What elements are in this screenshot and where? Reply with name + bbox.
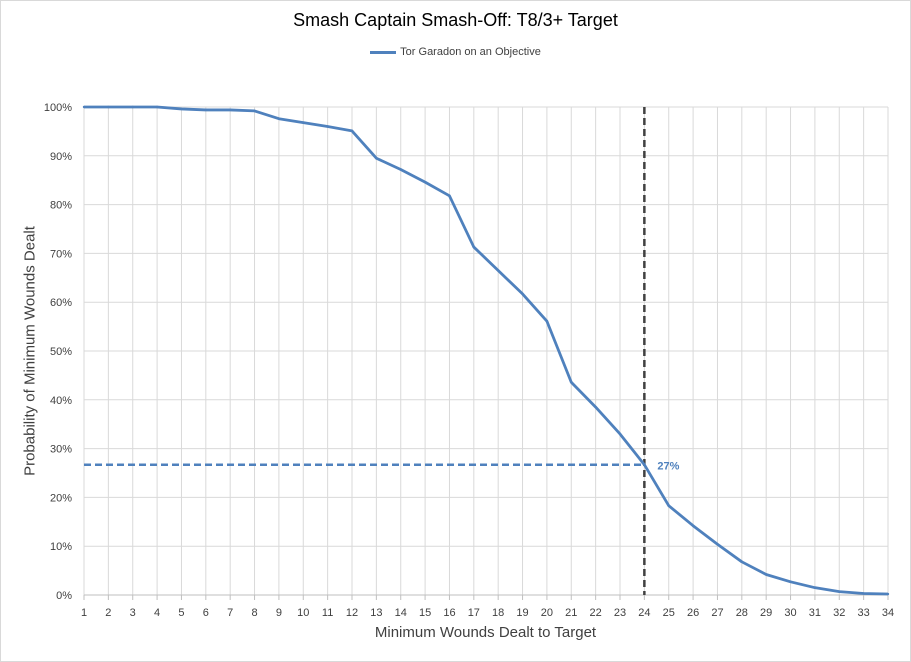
series-point <box>838 590 841 593</box>
x-tick-label: 20 <box>541 607 553 619</box>
x-tick-label: 15 <box>419 607 431 619</box>
series-line <box>84 105 889 596</box>
x-tick-label: 6 <box>203 607 209 619</box>
y-axis-label: Probability of Minimum Wounds Dealt <box>21 226 39 476</box>
series-point <box>764 573 768 576</box>
x-tick-label: 3 <box>130 607 136 619</box>
x-tick-label: 7 <box>227 607 233 619</box>
series-point <box>423 180 427 184</box>
y-tick-label: 20% <box>50 492 72 504</box>
y-tick-label: 0% <box>56 590 72 602</box>
series-point <box>740 560 744 564</box>
series-point <box>302 121 305 124</box>
series-point <box>643 463 646 466</box>
series-point <box>82 105 86 109</box>
series-point <box>448 194 451 198</box>
series-point <box>862 592 865 595</box>
series-point <box>716 543 719 546</box>
x-tick-label: 28 <box>736 607 748 619</box>
legend-label: Tor Garadon on an Objective <box>400 46 541 58</box>
x-tick-label: 16 <box>443 607 455 619</box>
series-point <box>253 109 256 113</box>
series-point <box>326 125 329 128</box>
y-tick-label: 30% <box>50 444 72 456</box>
x-tick-label: 22 <box>590 607 602 619</box>
x-tick-label: 11 <box>322 607 333 619</box>
x-tick-label: 25 <box>663 607 675 619</box>
series-point <box>545 320 549 323</box>
x-axis-label: Minimum Wounds Dealt to Target <box>374 624 597 641</box>
x-tick-label: 9 <box>276 607 282 619</box>
x-tick-label: 5 <box>178 607 184 619</box>
series-point <box>521 292 524 296</box>
x-tick-label: 24 <box>638 607 650 619</box>
series-point <box>813 586 817 589</box>
x-tick-label: 2 <box>105 607 111 619</box>
series-point <box>691 524 695 527</box>
chart-title: Smash Captain Smash-Off: T8/3+ Target <box>293 10 618 30</box>
series-point <box>667 504 670 507</box>
x-tick-label: 8 <box>251 607 257 619</box>
series-point <box>570 381 573 384</box>
x-tick-label: 26 <box>687 607 699 619</box>
reference-annotation: 27% <box>657 461 679 473</box>
x-tick-label: 14 <box>395 607 407 619</box>
series-point <box>594 405 597 409</box>
series-point <box>472 245 476 249</box>
y-tick-label: 100% <box>44 102 72 114</box>
series-point <box>375 157 378 160</box>
x-tick-label: 33 <box>858 607 870 619</box>
series-point <box>180 107 183 111</box>
y-tick-label: 10% <box>50 541 72 553</box>
y-tick-label: 50% <box>50 346 72 358</box>
x-tick-label: 13 <box>370 607 382 619</box>
series-point <box>886 592 890 596</box>
x-tick-label: 19 <box>516 607 528 619</box>
chart-legend: Tor Garadon on an Objective <box>0 46 911 58</box>
x-tick-label: 17 <box>468 607 480 619</box>
series-point <box>399 168 402 171</box>
y-tick-label: 40% <box>50 395 72 407</box>
series-point <box>228 108 232 112</box>
x-tick-label: 10 <box>297 607 309 619</box>
series-point <box>204 108 208 112</box>
series-point <box>107 105 110 109</box>
x-tick-label: 32 <box>833 607 845 619</box>
x-tick-label: 34 <box>882 607 894 619</box>
y-tick-label: 60% <box>50 297 72 309</box>
x-tick-label: 23 <box>614 607 626 619</box>
y-tick-label: 90% <box>50 151 72 163</box>
y-tick-label: 80% <box>50 200 72 212</box>
series-point <box>789 580 792 584</box>
series-point <box>618 432 622 436</box>
x-tick-label: 4 <box>154 607 160 619</box>
series-point <box>350 129 354 133</box>
x-tick-label: 27 <box>711 607 723 619</box>
series-point <box>131 105 134 109</box>
series-point <box>496 269 500 272</box>
x-tick-label: 31 <box>809 607 821 619</box>
y-tick-label: 70% <box>50 248 72 260</box>
x-tick-label: 1 <box>81 607 87 619</box>
series-point <box>155 105 159 109</box>
legend-swatch <box>370 50 397 54</box>
series-point <box>277 117 281 120</box>
x-tick-label: 12 <box>346 607 358 619</box>
x-tick-label: 30 <box>784 607 796 619</box>
x-tick-label: 21 <box>565 607 577 619</box>
x-tick-label: 29 <box>760 607 772 619</box>
x-tick-label: 18 <box>492 607 504 619</box>
